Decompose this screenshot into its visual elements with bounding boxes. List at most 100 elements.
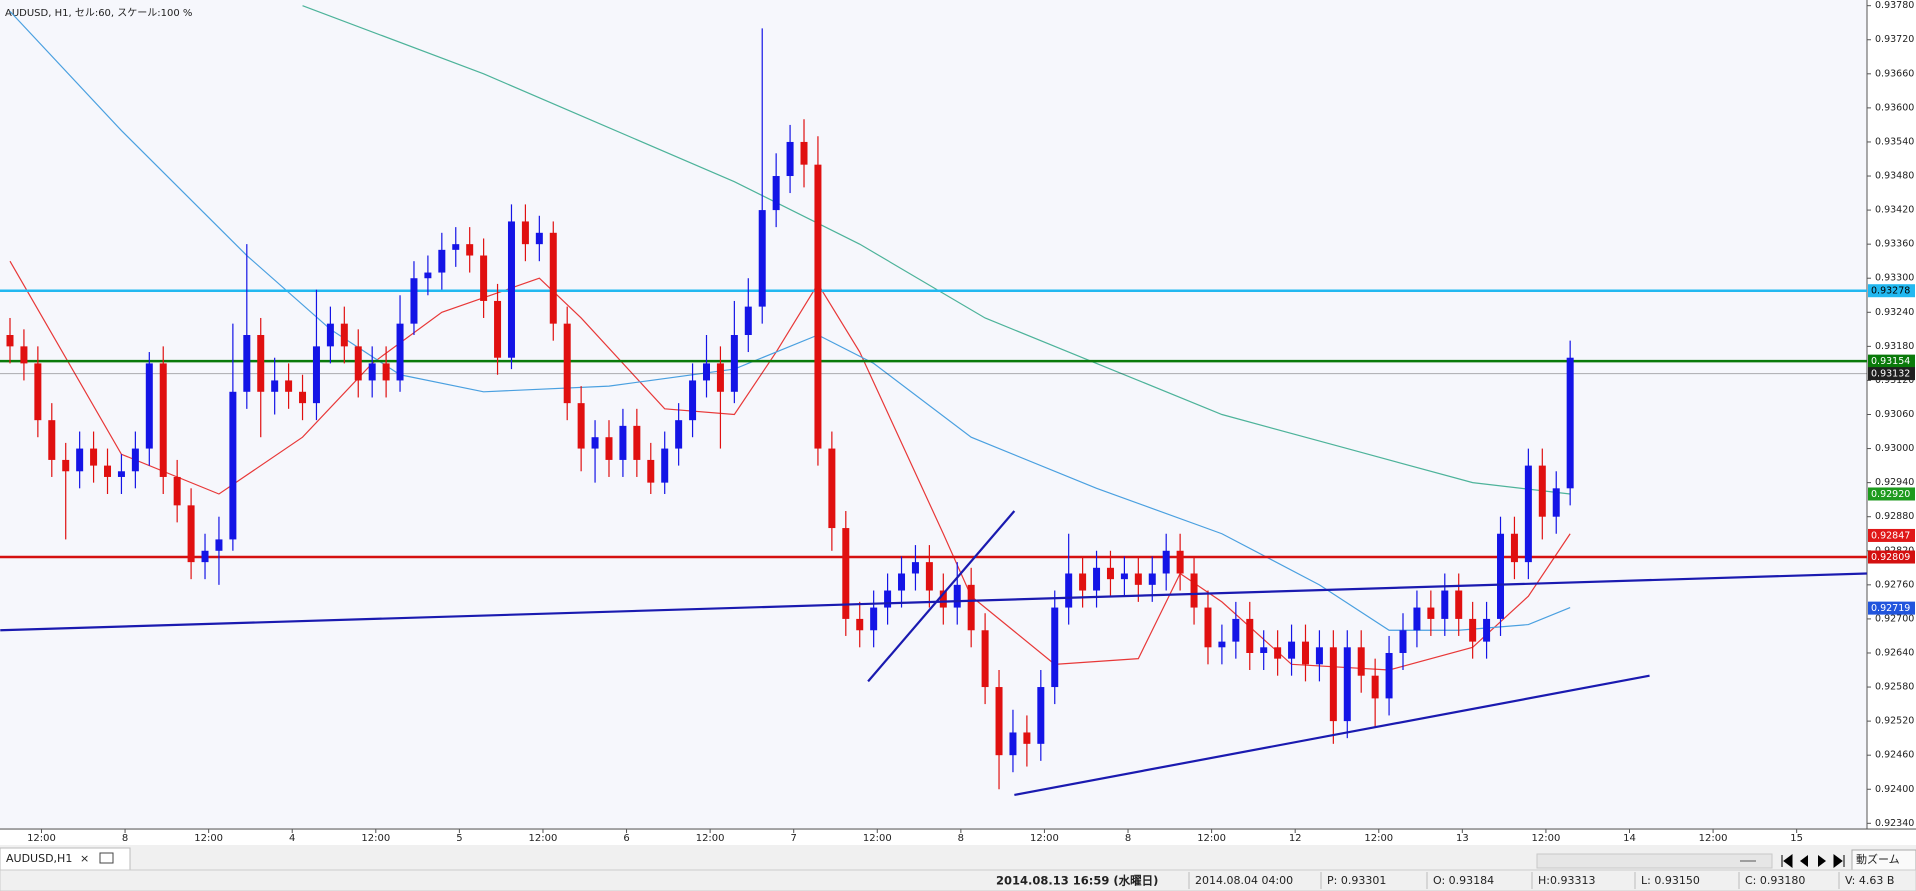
candle-body [675, 420, 683, 449]
y-tick-label: 0.93660 [1875, 68, 1914, 79]
x-tick-label: 12 [1289, 833, 1302, 844]
candle-body [981, 630, 989, 688]
candle-body [1566, 357, 1574, 489]
x-tick-label: 12:00 [529, 833, 558, 844]
candle-body [1371, 675, 1379, 699]
candle-body [1524, 465, 1532, 563]
x-tick-label: 12:00 [27, 833, 56, 844]
price-label: 0.92809 [1871, 552, 1910, 563]
candle-body [1260, 647, 1268, 653]
candle-body [925, 562, 933, 591]
candle-body [326, 323, 334, 347]
y-tick-label: 0.93240 [1875, 307, 1914, 318]
trendline [1014, 674, 1650, 797]
y-tick-label: 0.92520 [1875, 716, 1914, 727]
scrollbar[interactable] [1536, 853, 1773, 869]
candle-body [1065, 573, 1073, 608]
y-tick-label: 0.93300 [1875, 273, 1914, 284]
candle-body [159, 363, 167, 477]
y-tick-label: 0.92340 [1875, 818, 1914, 829]
price-label-box [1868, 550, 1915, 564]
candle-body [758, 210, 766, 307]
candle-body [438, 249, 446, 273]
candle-body [786, 141, 794, 177]
price-label: 0.92847 [1871, 530, 1910, 541]
candle-body [967, 584, 975, 631]
candle-body [591, 437, 599, 449]
candle-body [1162, 550, 1170, 574]
y-tick-label: 0.93480 [1875, 171, 1914, 182]
price-label: 0.92719 [1871, 603, 1910, 614]
x-tick-label: 12:00 [1030, 833, 1059, 844]
nav-prev[interactable] [1800, 855, 1808, 867]
status-text: 2014.08.04 04:00 [1195, 874, 1293, 887]
zoom-label[interactable]: 動ズーム [1856, 852, 1900, 866]
trendline [867, 510, 1016, 683]
candle-body [814, 164, 822, 449]
candle-body [20, 346, 28, 364]
status-text: 2014.08.13 16:59 (水曜日) [996, 874, 1158, 888]
candle-body [535, 232, 543, 245]
candle-body [271, 380, 279, 392]
candle-body [856, 618, 864, 631]
candle-body [201, 550, 209, 563]
candle-body [1134, 573, 1142, 585]
candle-body [1079, 573, 1087, 591]
candle-body [1469, 618, 1477, 642]
candle-body [1274, 647, 1282, 659]
candle-body [340, 323, 348, 347]
candle-body [145, 363, 153, 449]
candle-body [647, 459, 655, 483]
candle-body [368, 363, 376, 381]
candle-body [842, 528, 850, 619]
status-text: P: 0.93301 [1327, 874, 1386, 887]
price-label: 0.93132 [1871, 369, 1910, 380]
x-tick-label: 12:00 [696, 833, 725, 844]
candle-body [173, 476, 181, 506]
y-tick-label: 0.92400 [1875, 784, 1914, 795]
candle-body [730, 335, 738, 392]
candle-body [243, 335, 251, 392]
candle-body [703, 363, 710, 381]
candle-body [1246, 618, 1254, 653]
candle-body [354, 346, 362, 381]
candle-body [1232, 618, 1240, 642]
y-tick-label: 0.92940 [1875, 477, 1914, 488]
candle-body [521, 221, 529, 245]
candle-body [1190, 573, 1198, 608]
candle-body [661, 448, 669, 483]
x-tick-label: 13 [1456, 833, 1469, 844]
candle-body [1301, 641, 1309, 665]
x-tick-label: 6 [623, 833, 629, 844]
candle-body [633, 425, 641, 460]
tab-close[interactable]: × [80, 852, 89, 865]
candle-body [466, 244, 474, 256]
price-label-box [1868, 284, 1915, 298]
y-tick-label: 0.93360 [1875, 239, 1914, 250]
candle-body [34, 363, 42, 421]
status-bar [0, 869, 1916, 891]
candle-body [104, 465, 112, 477]
candle-body [76, 448, 84, 472]
trendline [0, 572, 1867, 632]
x-tick-label: 7 [791, 833, 797, 844]
candle-body [744, 306, 752, 336]
time-axis [0, 830, 1916, 845]
candle-body [1510, 533, 1518, 563]
candle-body [1497, 533, 1505, 619]
y-tick-label: 0.93120 [1875, 375, 1914, 386]
candle-body [1385, 652, 1393, 699]
tab-icon[interactable] [99, 852, 114, 864]
chart-header: AUDUSD, H1, セル:60, スケール:100 % [5, 7, 192, 19]
candle-body [1455, 590, 1463, 619]
x-tick-label: 15 [1790, 833, 1803, 844]
x-tick-label: 12:00 [1699, 833, 1728, 844]
nav-last[interactable] [1833, 854, 1845, 868]
candle-body [131, 448, 139, 472]
nav-next[interactable] [1818, 855, 1826, 867]
price-label: 0.93278 [1871, 286, 1910, 297]
candle-body [1148, 573, 1156, 585]
nav-first[interactable] [1781, 854, 1793, 868]
